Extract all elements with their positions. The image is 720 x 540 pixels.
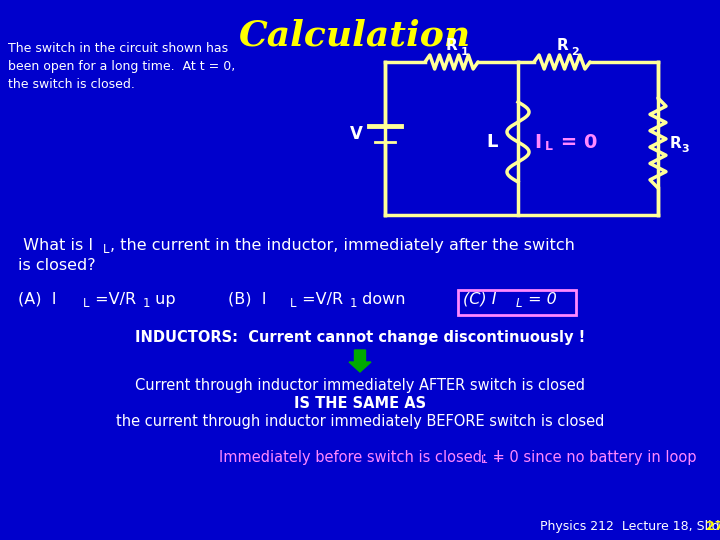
Text: IS THE SAME AS: IS THE SAME AS	[294, 396, 426, 411]
Text: Immediately before switch is closed:  I: Immediately before switch is closed: I	[220, 450, 500, 465]
Text: L: L	[83, 297, 89, 310]
Text: V: V	[350, 125, 363, 143]
Text: the current through inductor immediately BEFORE switch is closed: the current through inductor immediately…	[116, 414, 604, 429]
Text: Current through inductor immediately AFTER switch is closed: Current through inductor immediately AFT…	[135, 378, 585, 393]
Bar	[458, 290, 576, 315]
Text: , the current in the inductor, immediately after the switch: , the current in the inductor, immediate…	[110, 238, 575, 253]
Text: INDUCTORS:  Current cannot change discontinuously !: INDUCTORS: Current cannot change discont…	[135, 330, 585, 345]
Text: 1: 1	[461, 47, 468, 57]
Text: Calculation: Calculation	[239, 18, 471, 52]
Text: down: down	[357, 292, 405, 307]
Text: been open for a long time.  At t = 0,: been open for a long time. At t = 0,	[8, 60, 235, 73]
FancyArrow shape	[349, 350, 371, 372]
Text: the switch is closed.: the switch is closed.	[8, 78, 135, 91]
Text: 27: 27	[706, 520, 720, 533]
Text: = 0 since no battery in loop: = 0 since no battery in loop	[488, 450, 696, 465]
Text: What is I: What is I	[18, 238, 93, 253]
Text: 3: 3	[681, 144, 688, 154]
Text: L: L	[290, 297, 297, 310]
Text: 2: 2	[571, 47, 579, 57]
Text: up: up	[150, 292, 176, 307]
Text: (C) I: (C) I	[463, 292, 497, 307]
Text: =V/R: =V/R	[90, 292, 136, 307]
Text: is closed?: is closed?	[18, 258, 96, 273]
Text: The switch in the circuit shown has: The switch in the circuit shown has	[8, 42, 228, 55]
Text: = 0: = 0	[554, 132, 598, 152]
Text: Physics 212  Lecture 18, Slide: Physics 212 Lecture 18, Slide	[540, 520, 720, 533]
Text: R: R	[446, 38, 457, 53]
Text: 1: 1	[350, 297, 358, 310]
Text: (A)  I: (A) I	[18, 292, 56, 307]
Text: L: L	[545, 140, 553, 153]
Text: L: L	[487, 133, 498, 151]
Text: L: L	[481, 455, 487, 465]
Text: L: L	[516, 297, 523, 310]
Text: 1: 1	[143, 297, 150, 310]
Text: (B)  I: (B) I	[228, 292, 266, 307]
Text: = 0: = 0	[523, 292, 557, 307]
Text: I: I	[534, 132, 541, 152]
Text: L: L	[103, 243, 109, 256]
Text: R: R	[670, 136, 682, 151]
Text: R: R	[556, 38, 568, 53]
Text: =V/R: =V/R	[297, 292, 343, 307]
